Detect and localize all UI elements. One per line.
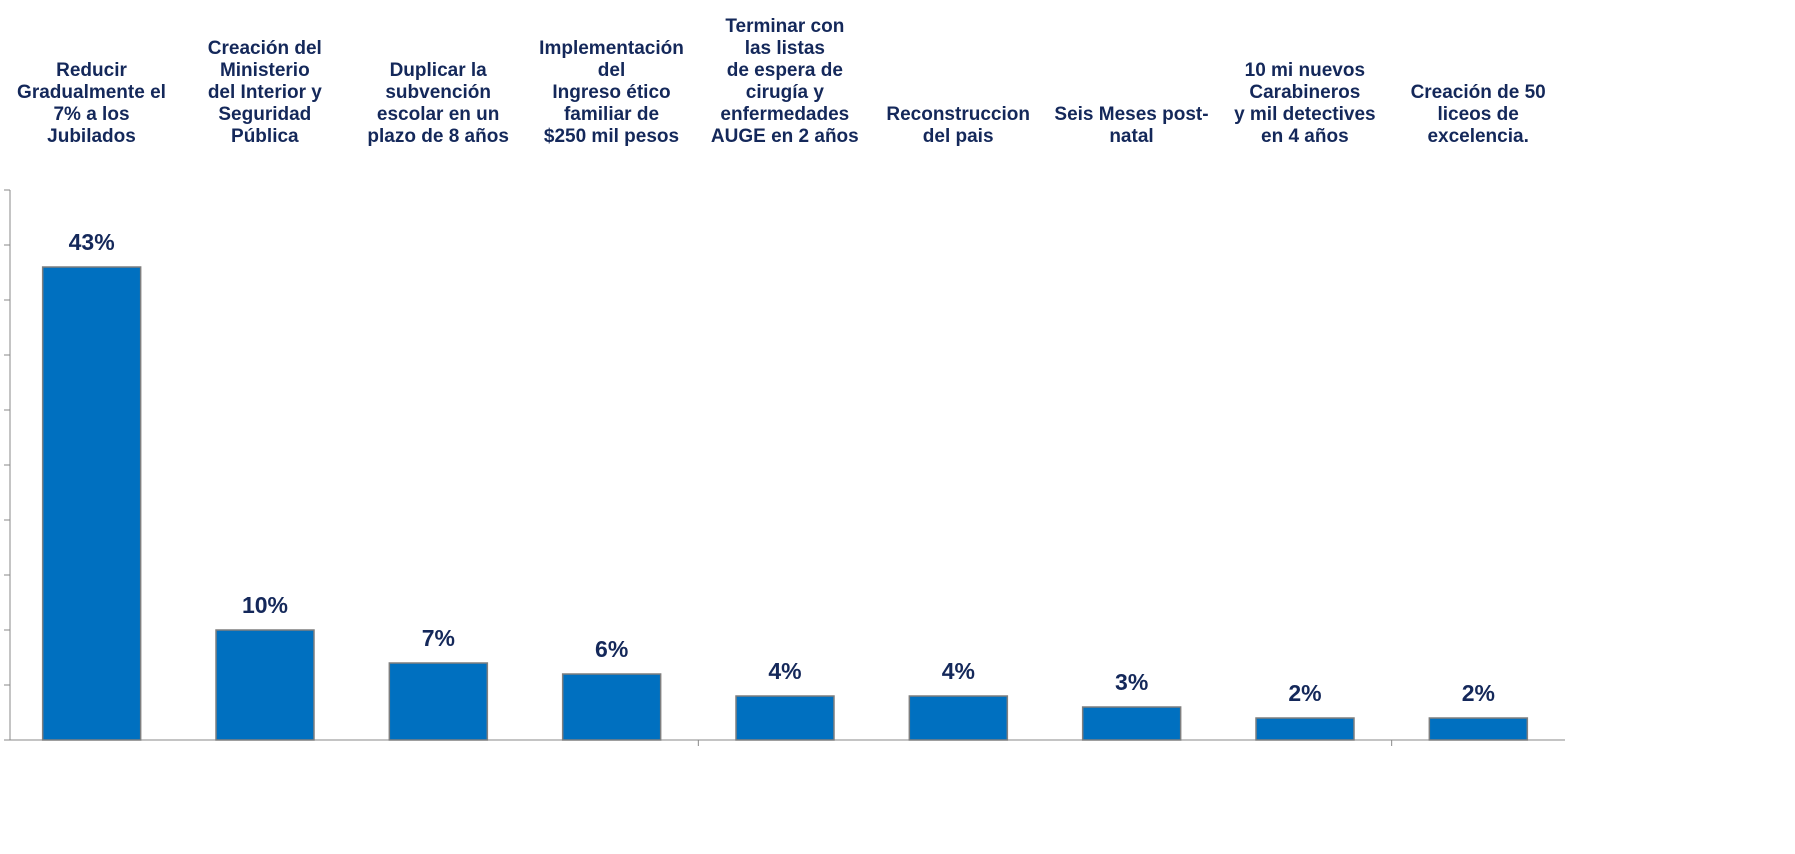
category-label: Implementación del Ingreso ético familia…: [539, 38, 684, 147]
category-label: Seis Meses post- natal: [1054, 104, 1209, 147]
bar: [908, 695, 1009, 741]
bar: [215, 629, 315, 741]
value-label: 10%: [242, 592, 288, 618]
category-label: Reducir Gradualmente el 7% a los Jubilad…: [17, 60, 166, 147]
bar: [41, 266, 142, 741]
bar: [735, 695, 835, 741]
value-label: 4%: [768, 658, 801, 684]
category-label: Creación del Ministerio del Interior y S…: [207, 38, 322, 147]
bar: [388, 662, 489, 741]
value-label: 7%: [422, 625, 455, 651]
bar: [561, 673, 662, 741]
value-label: 4%: [942, 658, 975, 684]
bar: [1428, 717, 1529, 741]
value-label: 3%: [1115, 669, 1148, 695]
value-label: 43%: [69, 229, 115, 255]
bar: [1081, 706, 1182, 741]
category-label: Creación de 50 liceos de excelencia.: [1410, 82, 1546, 147]
category-label: 10 mi nuevos Carabineros y mil detective…: [1234, 60, 1376, 147]
category-label: Terminar con las listas de espera de cir…: [710, 16, 859, 147]
value-label: 2%: [1462, 680, 1495, 706]
category-label: Reconstruccion del pais: [886, 104, 1030, 147]
value-label: 6%: [595, 636, 628, 662]
value-label: 2%: [1288, 680, 1321, 706]
category-label: Duplicar la subvención escolar en un pla…: [367, 60, 509, 147]
bar: [1255, 717, 1355, 741]
